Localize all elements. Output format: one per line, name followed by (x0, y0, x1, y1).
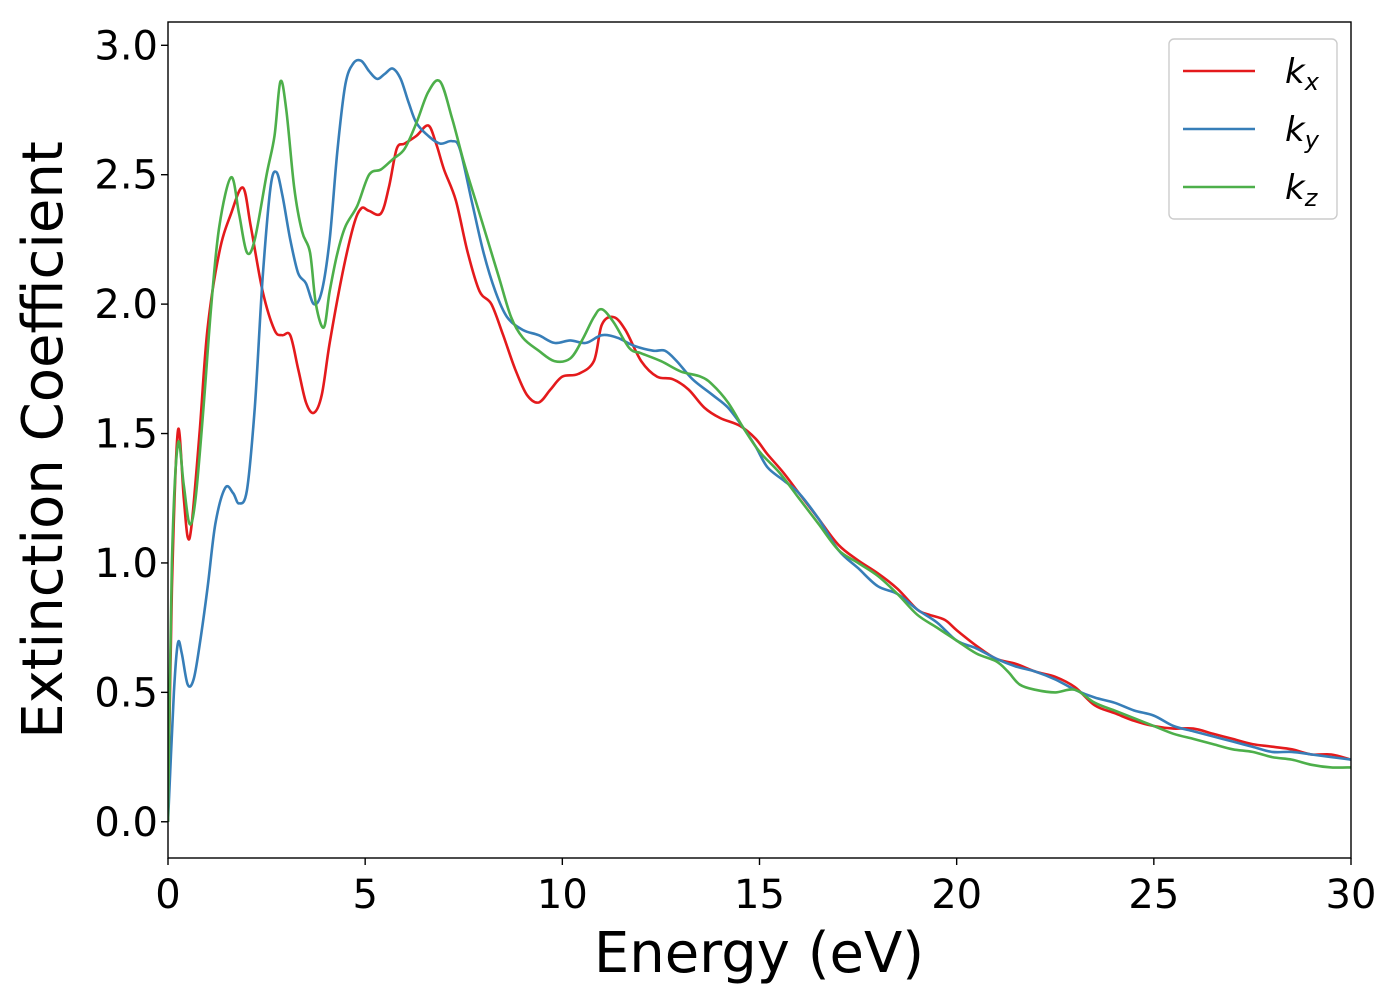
x-axis-label: Energy (eV) (594, 921, 924, 986)
series-line-k-y (168, 58, 1351, 822)
y-tick-label: 3.0 (94, 23, 158, 69)
y-tick-label: 0.5 (94, 670, 158, 716)
y-tick-label: 1.0 (94, 541, 158, 587)
x-tick-label: 10 (537, 872, 588, 918)
x-axis-title: Energy (eV) (594, 921, 924, 986)
y-tick-label: 2.0 (94, 282, 158, 328)
x-tick-label: 0 (155, 872, 180, 918)
series-line-k-x (168, 124, 1351, 822)
series-line-k-z (168, 79, 1351, 822)
y-axis-title: Extinction Coefficient (11, 141, 76, 739)
x-tick-label: 5 (352, 872, 377, 918)
y-tick-label: 2.5 (94, 153, 158, 199)
series-layer (168, 58, 1351, 822)
y-tick-label: 1.5 (94, 412, 158, 458)
ticks-layer: 0 5 10 15 20 25 30 0.0 0.5 1.0 1.5 2.0 2.5 3.0 (94, 23, 1376, 918)
x-tick-label: 30 (1326, 872, 1377, 918)
y-tick-label: 0.0 (94, 800, 158, 846)
plot-frame (167, 21, 1352, 859)
y-axis-label: Extinction Coefficient (11, 141, 76, 739)
x-tick-label: 25 (1128, 872, 1179, 918)
x-tick-label: 15 (734, 872, 785, 918)
x-tick-label: 20 (931, 872, 982, 918)
